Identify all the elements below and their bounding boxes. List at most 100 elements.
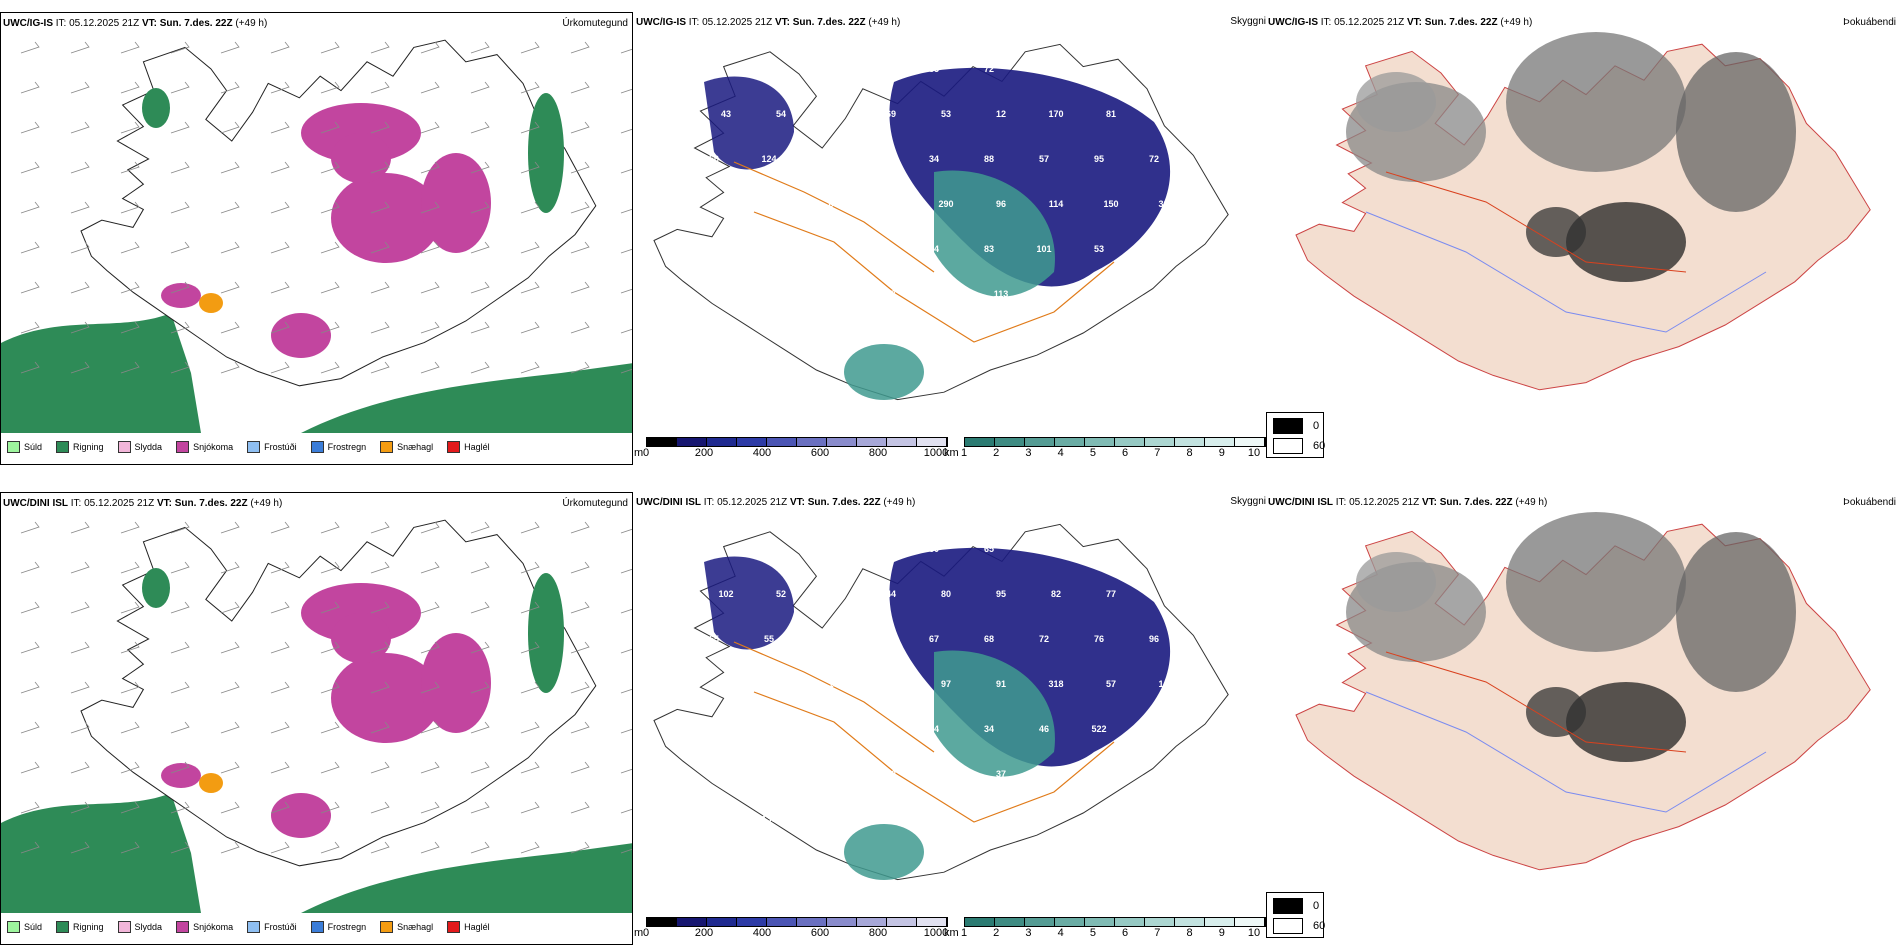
colorbar-cell [827,438,857,446]
ceiling-value: 27 [709,544,719,554]
wind-barb [520,201,540,214]
wind-barb [520,361,540,374]
ceiling-value: 36 [1106,769,1116,779]
rain-area [301,363,632,433]
wind-barb [270,281,290,294]
wind-barb [370,41,390,54]
rain-area [528,573,564,693]
wind-barb [70,801,90,814]
legend-item: Frostregn [310,441,366,453]
ceiling-value: 34 [929,154,939,164]
ceiling-value: 95 [996,589,1006,599]
ceiling-value: 75 [1039,544,1049,554]
ceiling-value: 38 [709,64,719,74]
ceiling-value: 48 [874,244,884,254]
colorbar-cell [995,438,1025,446]
wind-barb [470,681,490,694]
colorbar-cell [1085,438,1115,446]
ceiling-panel-row1: UWC/IG-IS IT: 05.12.2025 21Z VT: Sun. 7.… [634,12,1266,465]
panel-header: UWC/DINI ISL IT: 05.12.2025 21Z VT: Sun.… [3,498,282,509]
ceiling-value: 38 [776,289,786,299]
wind-barb [370,81,390,94]
river-line [1365,691,1767,813]
colorbar-tick: 3 [1025,447,1032,459]
wind-barb [470,241,490,254]
wind-barb [170,121,190,134]
legend-label: Súld [24,442,43,452]
ceiling-value: 114 [1049,199,1064,209]
wind-barb [320,681,340,694]
legend-swatch [380,921,394,933]
ceiling-value: 12 [996,109,1006,119]
wind-barb [620,128,632,134]
wind-barb [20,761,40,774]
wind-barb [470,601,490,614]
wind-barb [270,761,290,774]
ceiling-value: 78 [764,64,774,74]
ceiling-value: 303 [1158,199,1173,209]
wind-barb [570,681,590,694]
colorbar-cell [1115,438,1145,446]
low-ceiling-area [704,76,794,170]
snow-area [331,173,441,263]
legend-item: Snjókoma [176,441,233,453]
river-line [1365,211,1767,333]
colorbar-tick: 6 [1122,447,1129,459]
colorbar-cell [1025,438,1055,446]
ceiling-value: 54 [929,724,939,734]
wind-barb [220,241,240,254]
ceiling-value: 102 [718,589,733,599]
visibility-area [844,824,924,880]
wind-barb [470,281,490,294]
ceiling-value: 72 [819,64,829,74]
legend-swatch [447,441,461,453]
wind-barb [170,841,190,854]
wind-barb [570,81,590,94]
fog-area [1356,552,1436,612]
wind-barb [320,641,340,654]
wind-barb [220,41,240,54]
wind-barb [520,41,540,54]
wind-barb [620,368,632,374]
wind-barb [220,841,240,854]
ceiling-value: 65 [709,634,719,644]
ceiling-value: 32 [886,769,896,779]
wind-barb [420,721,440,734]
ceiling-value: 69 [886,109,896,119]
colorbar-tick: 1000 [923,447,949,459]
wind-barb [370,721,390,734]
colorbar-cell [1145,918,1175,926]
colorbar-cell [1205,918,1235,926]
wind-barb [20,81,40,94]
colorbar-cell [647,918,677,926]
ceiling-value: 59 [1149,244,1159,254]
ceiling-value: 34 [831,289,841,299]
wind-barb [370,681,390,694]
colorbar-tick: 2 [993,447,1000,459]
ceiling-value: 82 [1051,589,1061,599]
wind-barb [620,88,632,94]
legend-label: Súld [24,922,43,932]
colorbar-tick: 5 [1089,927,1096,939]
wind-barb [20,321,40,334]
precip-layer [1,39,632,433]
legend-label: Snæhagl [397,442,434,452]
colorbar-cell [677,438,707,446]
legend-swatch [56,921,70,933]
colorbar-cell [857,438,887,446]
ceiling-value: 37 [996,769,1006,779]
ceiling-value: 54 [874,634,884,644]
wind-barb [70,521,90,534]
wind-barb [120,561,140,574]
panel-title: Úrkomutegund [562,498,628,509]
wind-barb [120,801,140,814]
wind-barb [520,281,540,294]
wind-barb [620,208,632,214]
wind-barb [270,521,290,534]
colorbar-cell [857,918,887,926]
legend-swatch [447,921,461,933]
ceiling-value: 60 [929,544,939,554]
wind-barb [170,161,190,174]
wind-barb [620,688,632,694]
legend-item: Rigning [56,441,104,453]
